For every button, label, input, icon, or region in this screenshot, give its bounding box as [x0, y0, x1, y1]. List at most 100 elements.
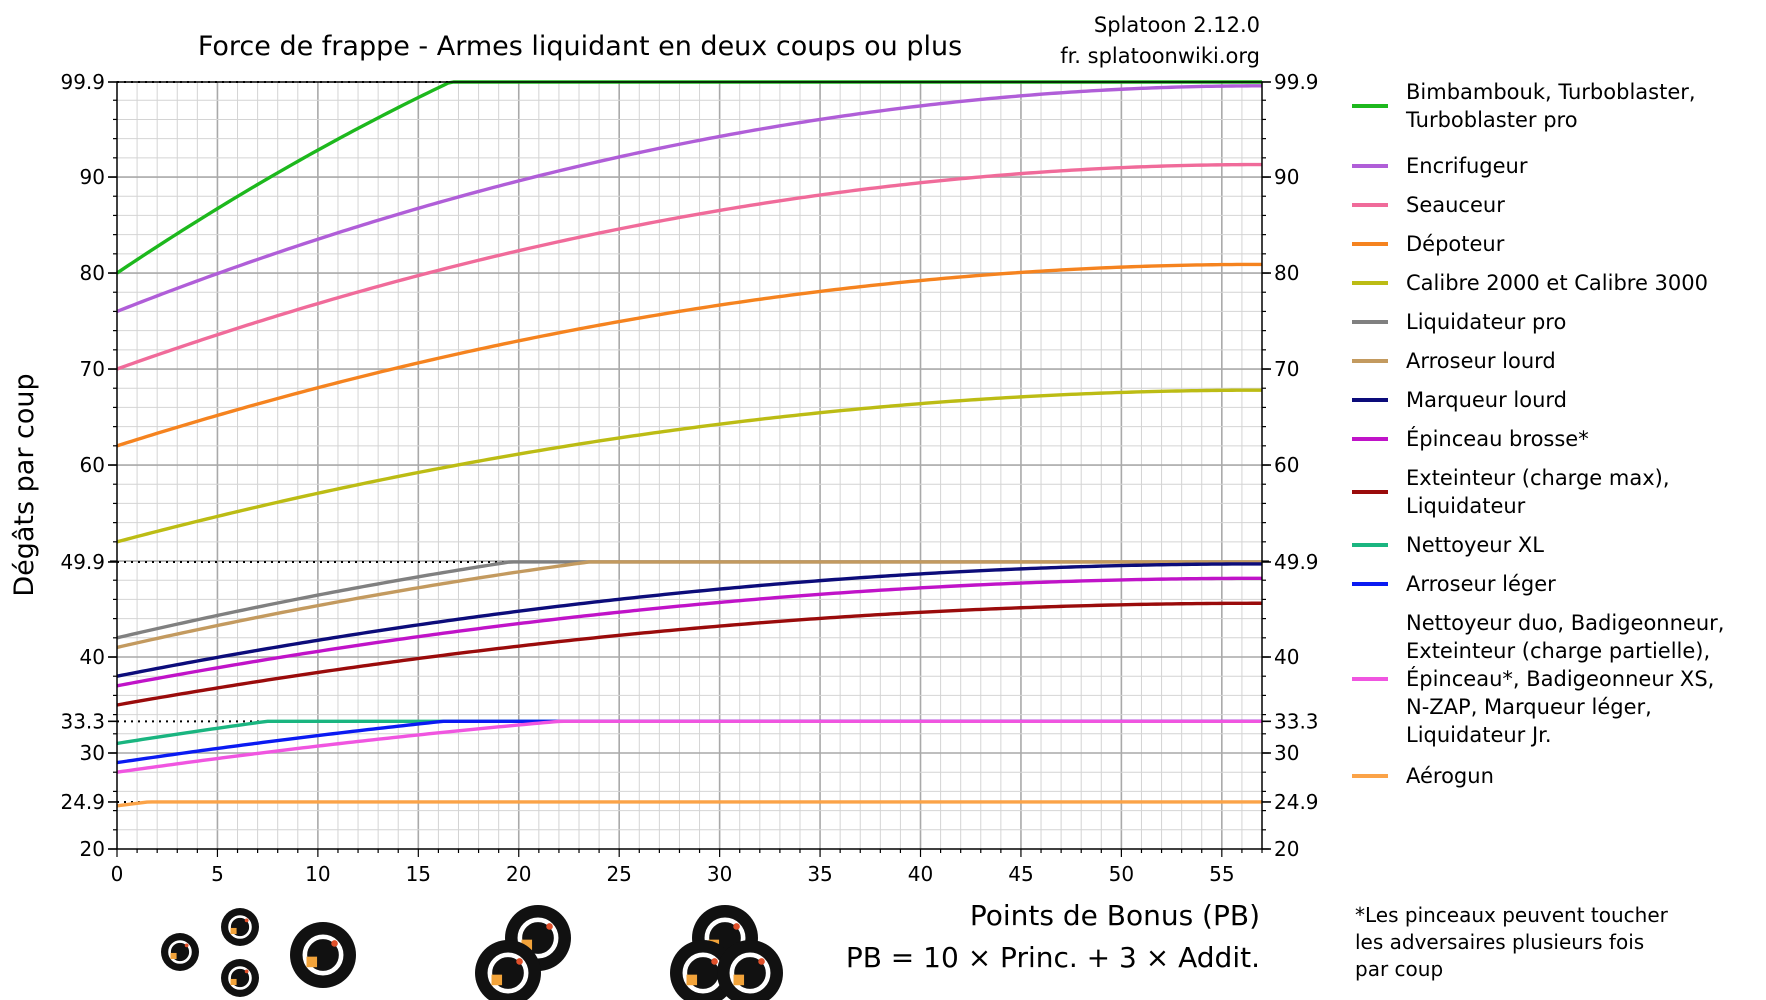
y-tick-label-right: 24.9: [1274, 790, 1319, 814]
series-line: [116, 719, 1262, 765]
chart-title: Force de frappe - Armes liquidant en deu…: [198, 31, 962, 62]
series-line: [116, 601, 1262, 707]
ability-icons: [161, 905, 783, 1000]
legend-label: Liquidateur Jr.: [1406, 723, 1552, 747]
ability-icon-arm: [517, 917, 559, 959]
ability-icon-spark: [711, 958, 718, 965]
ability-icon-cuff: [521, 939, 533, 951]
series-line: [116, 84, 1262, 314]
legend-label: Seauceur: [1406, 193, 1505, 217]
ability-icon-spark: [244, 918, 249, 923]
legend-label: Arroseur léger: [1406, 572, 1556, 596]
ability-icon-arm: [228, 966, 252, 990]
ability-icon-arm: [729, 952, 771, 994]
legend-label: Nettoyeur duo, Badigeonneur,: [1406, 611, 1724, 635]
legend-label: Dépoteur: [1406, 232, 1505, 256]
y-tick-label-left: 49.9: [60, 550, 105, 574]
y-tick-label-left: 90: [80, 165, 105, 189]
ability-icon-disc: [221, 908, 259, 946]
ability-icon-cuff: [306, 956, 318, 968]
x-tick-label: 30: [707, 862, 732, 886]
series-line: [116, 262, 1262, 448]
ability-icon-cuff: [170, 952, 177, 960]
ability-icon-disc: [161, 933, 199, 971]
ability-icon-spark: [758, 958, 765, 965]
y-tick-label-left: 60: [80, 453, 105, 477]
ability-icon-arm: [487, 952, 529, 994]
x-tick-label: 20: [506, 862, 531, 886]
y-tick-label-left: 30: [80, 741, 105, 765]
legend-label: Liquidateur: [1406, 494, 1526, 518]
ability-icon-cuff: [733, 974, 745, 986]
y-tick-label-right: 90: [1274, 165, 1299, 189]
y-tick-label-right: 30: [1274, 741, 1299, 765]
x-tick-label: 50: [1109, 862, 1134, 886]
y-tick-label-left: 20: [80, 837, 105, 861]
y-tick-label-right: 20: [1274, 837, 1299, 861]
y-tick-label-right: 70: [1274, 357, 1299, 381]
y-tick-label-right: 99.9: [1274, 70, 1319, 94]
threshold-lines: [117, 81, 1262, 803]
legend-label: Arroseur lourd: [1406, 349, 1556, 373]
ability-icon-arm: [228, 915, 252, 939]
legend-label: Calibre 2000 et Calibre 3000: [1406, 271, 1708, 295]
ability-icon-disc: [290, 922, 356, 988]
series-line: [116, 560, 1262, 650]
y-tick-label-right: 33.3: [1274, 709, 1319, 733]
y-tick-label-right: 80: [1274, 261, 1299, 285]
x-tick-label: 55: [1209, 862, 1234, 886]
ability-icon-spark: [331, 940, 338, 947]
x-tick-label: 40: [908, 862, 933, 886]
legend-label: Épinceau*, Badigeonneur XS,: [1406, 666, 1714, 691]
series-line: [116, 162, 1262, 371]
footnote-line: *Les pinceaux peuvent toucher: [1355, 903, 1669, 927]
legend-label: Encrifugeur: [1406, 154, 1528, 178]
ability-icon-cuff: [686, 974, 698, 986]
x-axis-formula: PB = 10 × Princ. + 3 × Addit.: [846, 941, 1260, 974]
legend-label: Marqueur lourd: [1406, 388, 1567, 412]
ability-icon: [221, 908, 259, 946]
y-tick-label-right: 60: [1274, 453, 1299, 477]
x-tick-label: 45: [1008, 862, 1033, 886]
series-line: [116, 562, 1263, 678]
legend-label: N-ZAP, Marqueur léger,: [1406, 695, 1652, 719]
ability-icon: [717, 940, 783, 1000]
legend-label: Épinceau brosse*: [1406, 426, 1589, 451]
ability-icon: [161, 933, 199, 971]
y-tick-label-left: 80: [80, 261, 105, 285]
footnote-line: par coup: [1355, 957, 1443, 981]
legend-label: Exteinteur (charge max),: [1406, 466, 1670, 490]
ability-icon: [290, 922, 356, 988]
series-line: [116, 719, 1262, 774]
legend-label: Bimbambouk, Turboblaster,: [1406, 80, 1696, 104]
ability-icon: [221, 959, 259, 997]
series-line: [116, 576, 1263, 688]
axes: [108, 81, 1271, 857]
ability-icon-cuff: [230, 978, 237, 986]
y-tick-label-left: 24.9: [60, 790, 105, 814]
y-axis-label: Dégâts par coup: [9, 373, 40, 596]
y-tick-label-left: 33.3: [60, 709, 105, 733]
series-line: [116, 800, 1262, 808]
version-text: Splatoon 2.12.0: [1094, 13, 1260, 37]
x-tick-label: 5: [211, 862, 224, 886]
y-tick-label-left: 70: [80, 357, 105, 381]
ability-icon-spark: [184, 943, 189, 948]
legend-label: Nettoyeur XL: [1406, 533, 1544, 557]
legend-label: Aérogun: [1406, 764, 1494, 788]
ability-icon: [475, 940, 541, 1000]
y-tick-label-right: 49.9: [1274, 550, 1319, 574]
ability-icon-spark: [244, 969, 249, 974]
legend-label: Liquidateur pro: [1406, 310, 1566, 334]
ability-icon-spark: [516, 958, 523, 965]
x-tick-label: 0: [111, 862, 124, 886]
legend: Bimbambouk, Turboblaster, Turboblaster pr…: [1352, 80, 1724, 788]
ability-icon-arm: [302, 934, 344, 976]
y-tick-label-left: 99.9: [60, 70, 105, 94]
ability-icon-cuff: [230, 927, 237, 935]
ability-icon-disc: [221, 959, 259, 997]
footnote-line: les adversaires plusieurs fois: [1355, 930, 1644, 954]
x-tick-label: 25: [606, 862, 631, 886]
source-text: fr. splatoonwiki.org: [1060, 44, 1260, 68]
